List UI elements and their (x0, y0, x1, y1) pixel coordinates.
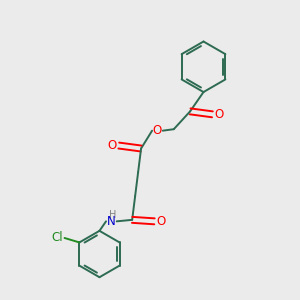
Text: Cl: Cl (51, 232, 63, 244)
Text: O: O (215, 108, 224, 121)
Text: O: O (107, 139, 116, 152)
Text: N: N (107, 215, 116, 228)
Text: O: O (157, 215, 166, 228)
Text: O: O (153, 124, 162, 137)
Text: H: H (109, 210, 116, 220)
